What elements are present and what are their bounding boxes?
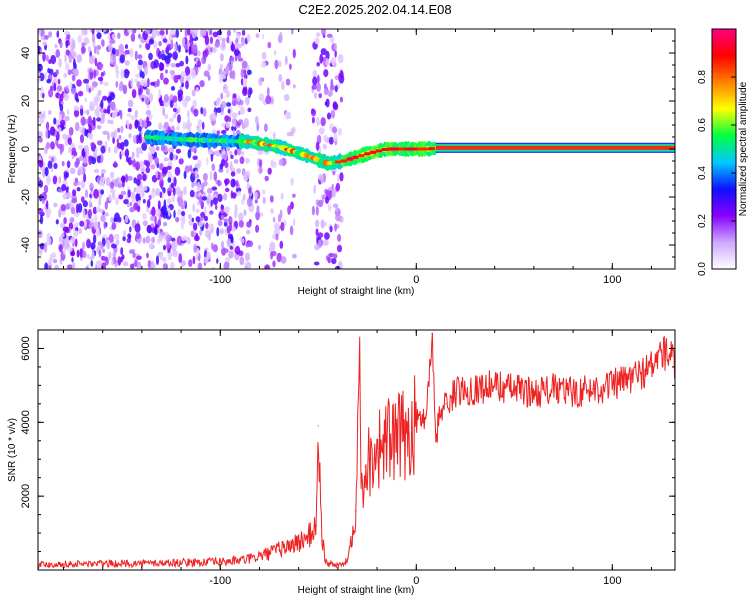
ridge-band-red (435, 145, 675, 150)
snr-point (343, 563, 345, 566)
snr-series (38, 332, 675, 570)
snr-point (431, 332, 433, 335)
top-y-tick-label: 40 (20, 47, 32, 59)
bottom-y-tick-label: 2000 (20, 484, 32, 508)
snr-point (321, 539, 324, 542)
snr-point (180, 561, 182, 564)
snr-point (354, 510, 357, 512)
bottom-x-tick-label: -100 (209, 575, 231, 587)
top-y-tick-label: -20 (20, 189, 32, 205)
top-y-tick-label: 20 (20, 95, 32, 107)
snr-point (258, 555, 261, 557)
snr-point (307, 536, 310, 538)
snr-point (297, 541, 300, 544)
bottom-y-axis-label: SNR (10 * v/v) (7, 418, 18, 482)
snr-line (38, 332, 675, 570)
snr-point (268, 552, 271, 555)
snr-point (660, 351, 663, 354)
bottom-y-tick-label: 6000 (20, 336, 32, 360)
snr-point (395, 440, 398, 442)
snr-point (358, 355, 361, 357)
bottom-plot-frame (37, 329, 676, 571)
snr-point (415, 421, 418, 424)
colorbar-tick-label: 0.4 (697, 166, 708, 180)
snr-point (474, 388, 476, 390)
snr-point (631, 377, 633, 379)
snr-point (435, 440, 437, 442)
snr-point (533, 392, 535, 394)
snr-point (591, 388, 594, 390)
snr-point (444, 403, 447, 405)
snr-point (493, 384, 496, 387)
snr-point (337, 564, 339, 566)
top-y-axis-label: Frequency (Hz) (7, 115, 18, 184)
snr-point (317, 425, 320, 427)
snr-point (278, 548, 280, 551)
colorbar-tick-label: 0.6 (697, 118, 708, 132)
snr-point (376, 447, 378, 450)
colorbar (711, 28, 737, 270)
colorbar-label: Normalized spectral amplitude (738, 81, 749, 216)
snr-point (386, 440, 388, 442)
spectrogram-ridge (144, 129, 675, 171)
snr-point (62, 563, 65, 565)
top-x-axis-label: Height of straight line (km) (298, 286, 415, 297)
snr-point (650, 366, 653, 368)
snr-point (315, 524, 318, 527)
colorbar-tick-label: 0.2 (697, 214, 708, 228)
snr-point (288, 545, 290, 547)
snr-point (325, 561, 327, 564)
bottom-x-tick-label: 0 (413, 575, 419, 587)
top-x-tick-label: 100 (603, 274, 621, 286)
snr-point (219, 561, 222, 563)
snr-point (248, 558, 251, 560)
colorbar-tick-label: 0.0 (697, 262, 708, 276)
snr-point (405, 432, 408, 435)
snr-point (364, 465, 367, 468)
snr-point (101, 562, 104, 565)
snr-point (464, 388, 467, 390)
spectrogram-noise (38, 29, 345, 269)
top-x-tick-label: 0 (413, 274, 419, 286)
snr-point (141, 562, 143, 565)
top-x-tick-label: -100 (209, 274, 231, 286)
figure-title: C2E2.2025.202.04.14.E08 (298, 2, 452, 17)
top-y-tick-label: 0 (20, 146, 32, 152)
snr-point (239, 559, 241, 562)
snr-point (439, 410, 441, 413)
snr-point (611, 384, 614, 387)
snr-point (552, 388, 555, 390)
snr-point (670, 355, 672, 357)
snr-point (572, 392, 574, 394)
snr-point (329, 563, 331, 566)
colorbar-tick-label: 0.8 (697, 70, 708, 84)
snr-point (425, 414, 427, 416)
snr-point (350, 536, 353, 538)
bottom-x-tick-label: 100 (603, 575, 621, 587)
snr-point (454, 392, 457, 394)
snr-point (513, 388, 516, 390)
top-y-tick-label: -40 (20, 237, 32, 253)
bottom-x-axis-label: Height of straight line (km) (298, 585, 415, 596)
snr-point (360, 488, 363, 490)
snr-point (368, 458, 371, 461)
snr-point (346, 558, 349, 560)
bottom-y-tick-label: 4000 (20, 410, 32, 434)
